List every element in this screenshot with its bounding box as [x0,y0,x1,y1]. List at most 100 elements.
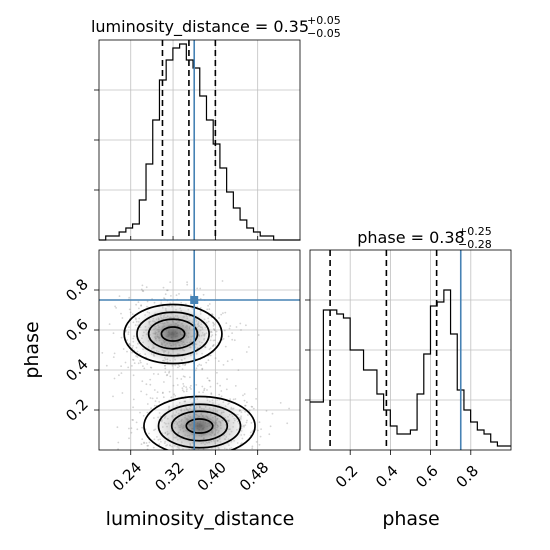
panel-frame [98,249,301,451]
posterior-sample-point [186,283,189,286]
posterior-sample-point [288,407,290,410]
posterior-sample-point [176,384,179,386]
posterior-sample-point [205,361,208,364]
posterior-sample-point [184,480,186,482]
posterior-sample-point [126,350,128,353]
posterior-sample-point [140,288,143,291]
posterior-sample-point [164,457,166,459]
posterior-sample-point [183,463,185,465]
posterior-sample-point [132,398,135,401]
phase-marginal-panel: 0.2 0.4 0.6 0.8 [305,249,512,491]
posterior-sample-point [156,397,158,399]
posterior-sample-point [250,405,253,408]
posterior-sample-point [269,425,272,428]
posterior-sample-point [149,378,152,381]
lum-dist-title: luminosity_distance = 0.35 [91,17,309,37]
posterior-sample-point [183,390,185,393]
posterior-sample-point [173,393,176,396]
posterior-sample-point [186,464,188,466]
posterior-sample-point [162,391,164,394]
posterior-sample-point [162,396,165,399]
posterior-sample-point [162,286,165,289]
posterior-sample-point [219,384,222,387]
posterior-sample-point [225,388,228,391]
posterior-sample-point [206,452,208,454]
posterior-sample-point [137,301,140,303]
posterior-sample-point [140,304,143,306]
posterior-sample-point [131,365,133,367]
posterior-sample-point [201,368,204,371]
posterior-sample-point [139,359,142,362]
posterior-sample-point [257,334,260,336]
posterior-sample-point [234,398,237,400]
posterior-sample-point [116,426,119,429]
posterior-sample-point [196,466,198,468]
posterior-sample-point [242,394,244,397]
posterior-sample-point [131,313,134,315]
posterior-sample-point [120,365,122,368]
posterior-sample-point [207,304,210,307]
posterior-sample-point [191,454,193,456]
posterior-sample-point [208,379,211,382]
posterior-sample-point [149,397,152,399]
posterior-sample-point [146,411,149,414]
posterior-sample-point [140,305,143,307]
posterior-sample-point [206,308,209,311]
posterior-sample-point [190,294,192,297]
posterior-sample-point [112,395,114,398]
posterior-sample-point [232,398,235,401]
posterior-sample-point [134,450,136,452]
posterior-sample-point [265,410,268,412]
posterior-sample-point [235,326,238,328]
posterior-sample-point [209,385,212,388]
posterior-sample-point [227,451,229,453]
posterior-sample-point [150,407,153,410]
posterior-sample-point [118,374,120,377]
posterior-sample-point [233,339,236,342]
posterior-sample-point [252,407,255,410]
posterior-sample-point [248,409,251,412]
posterior-sample-point [221,280,224,282]
posterior-sample-point [179,485,181,487]
posterior-sample-point [163,297,165,300]
posterior-sample-point [203,387,206,390]
posterior-sample-point [211,460,213,462]
posterior-sample-point [152,446,155,449]
contour-level-1-mode-2 [143,395,256,450]
posterior-sample-point [143,441,145,444]
posterior-sample-point [195,384,198,386]
posterior-sample-point [239,468,241,470]
posterior-sample-point [220,313,223,316]
posterior-sample-point [205,465,207,467]
y-tick-label: 0.8 [62,275,92,305]
posterior-sample-point [153,404,156,407]
posterior-sample-point [145,442,148,444]
posterior-sample-point [189,386,192,389]
posterior-sample-point [184,453,186,455]
posterior-sample-point [227,454,229,456]
posterior-sample-point [178,293,180,295]
posterior-sample-point [246,401,248,404]
posterior-sample-point [211,313,214,315]
posterior-sample-point [143,442,146,444]
posterior-sample-point [220,390,223,392]
posterior-sample-point [230,461,232,463]
posterior-sample-point [264,454,266,456]
posterior-sample-point [217,455,219,457]
posterior-sample-point [141,289,144,292]
posterior-sample-point [145,286,148,289]
posterior-sample-point [247,452,249,454]
x-tick-label: 0.48 [236,458,272,494]
posterior-sample-point [118,467,120,469]
posterior-sample-point [120,336,123,339]
posterior-sample-point [235,464,237,466]
posterior-sample-point [251,445,254,448]
posterior-sample-point [222,312,224,314]
posterior-sample-point [127,333,130,335]
posterior-sample-point [193,454,195,456]
posterior-sample-point [168,370,171,373]
posterior-sample-point [200,364,203,367]
posterior-sample-point [244,466,246,468]
posterior-sample-point [112,332,115,335]
